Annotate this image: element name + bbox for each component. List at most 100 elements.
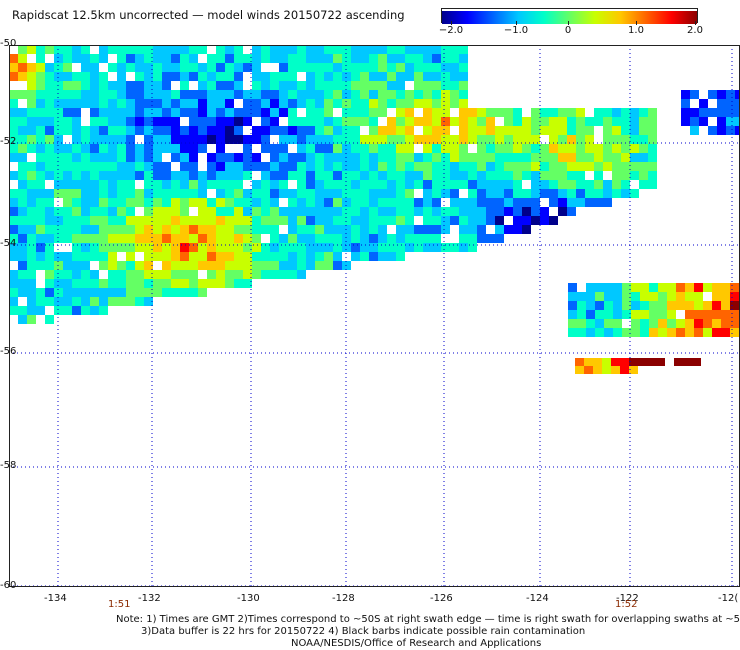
wind-cell <box>171 189 180 198</box>
wind-cell <box>252 207 261 216</box>
wind-cell <box>540 108 549 117</box>
wind-cell <box>297 135 306 144</box>
wind-cell <box>405 72 414 81</box>
wind-cell <box>189 63 198 72</box>
wind-cell <box>396 162 405 171</box>
wind-cell <box>36 90 45 99</box>
wind-cell <box>18 63 27 72</box>
wind-cell <box>594 117 603 126</box>
wind-cell <box>9 63 18 72</box>
wind-cell <box>144 261 153 270</box>
wind-cell <box>468 216 477 225</box>
wind-cell <box>558 126 567 135</box>
wind-cell <box>63 153 72 162</box>
wind-cell <box>288 243 297 252</box>
wind-cell <box>117 234 126 243</box>
wind-cell <box>18 180 27 189</box>
wind-cell <box>18 243 27 252</box>
wind-cell <box>504 144 513 153</box>
wind-cell <box>198 117 207 126</box>
time-label-left: 1:51 <box>108 599 131 610</box>
wind-cell <box>117 45 126 54</box>
wind-cell <box>162 225 171 234</box>
wind-cell <box>620 358 629 366</box>
wind-cell <box>513 135 522 144</box>
wind-cell <box>694 319 703 328</box>
wind-cell <box>126 153 135 162</box>
wind-cell <box>567 108 576 117</box>
wind-cell <box>162 279 171 288</box>
wind-cell <box>18 270 27 279</box>
wind-cell <box>558 162 567 171</box>
wind-cell <box>108 81 117 90</box>
wind-cell <box>477 180 486 189</box>
wind-cell <box>342 234 351 243</box>
wind-cell <box>432 72 441 81</box>
wind-cell <box>522 162 531 171</box>
wind-cell <box>36 99 45 108</box>
wind-cell <box>36 126 45 135</box>
wind-cell <box>726 90 735 99</box>
wind-cell <box>261 198 270 207</box>
wind-cell <box>423 54 432 63</box>
wind-cell <box>306 72 315 81</box>
wind-cell <box>243 198 252 207</box>
wind-cell <box>486 207 495 216</box>
wind-cell <box>270 198 279 207</box>
wind-cell <box>81 207 90 216</box>
wind-cell <box>681 90 690 99</box>
wind-cell <box>360 207 369 216</box>
wind-cell <box>324 117 333 126</box>
wind-cell <box>531 153 540 162</box>
wind-cell <box>90 81 99 90</box>
wind-cell <box>576 144 585 153</box>
wind-cell <box>639 153 648 162</box>
wind-cell <box>324 261 333 270</box>
wind-cell <box>270 216 279 225</box>
wind-cell <box>270 243 279 252</box>
wind-cell <box>252 162 261 171</box>
wind-cell <box>207 216 216 225</box>
wind-cell <box>676 283 685 292</box>
wind-cell <box>198 90 207 99</box>
wind-cell <box>54 135 63 144</box>
wind-cell <box>441 144 450 153</box>
wind-cell <box>315 189 324 198</box>
wind-cell <box>378 234 387 243</box>
wind-cell <box>54 234 63 243</box>
wind-cell <box>225 171 234 180</box>
wind-cell <box>558 135 567 144</box>
wind-cell <box>54 279 63 288</box>
wind-cell <box>153 216 162 225</box>
wind-cell <box>540 216 549 225</box>
wind-cell <box>611 358 620 366</box>
wind-cell <box>387 90 396 99</box>
wind-cell <box>630 135 639 144</box>
wind-cell <box>27 189 36 198</box>
wind-cell <box>603 180 612 189</box>
wind-cell <box>189 171 198 180</box>
wind-cell <box>36 288 45 297</box>
wind-cell <box>333 90 342 99</box>
wind-cell <box>594 144 603 153</box>
wind-cell <box>45 90 54 99</box>
wind-cell <box>90 72 99 81</box>
wind-cell <box>378 63 387 72</box>
wind-cell <box>279 252 288 261</box>
wind-cell <box>414 198 423 207</box>
wind-cell <box>486 153 495 162</box>
wind-cell <box>414 54 423 63</box>
wind-cell <box>99 81 108 90</box>
wind-cell <box>414 225 423 234</box>
wind-cell <box>477 135 486 144</box>
wind-cell <box>135 153 144 162</box>
wind-cell <box>63 225 72 234</box>
wind-cell <box>685 310 694 319</box>
wind-cell <box>333 180 342 189</box>
wind-cell <box>603 108 612 117</box>
wind-cell <box>315 252 324 261</box>
wind-cell <box>288 108 297 117</box>
wind-cell <box>207 252 216 261</box>
wind-cell <box>288 90 297 99</box>
wind-cell <box>306 117 315 126</box>
